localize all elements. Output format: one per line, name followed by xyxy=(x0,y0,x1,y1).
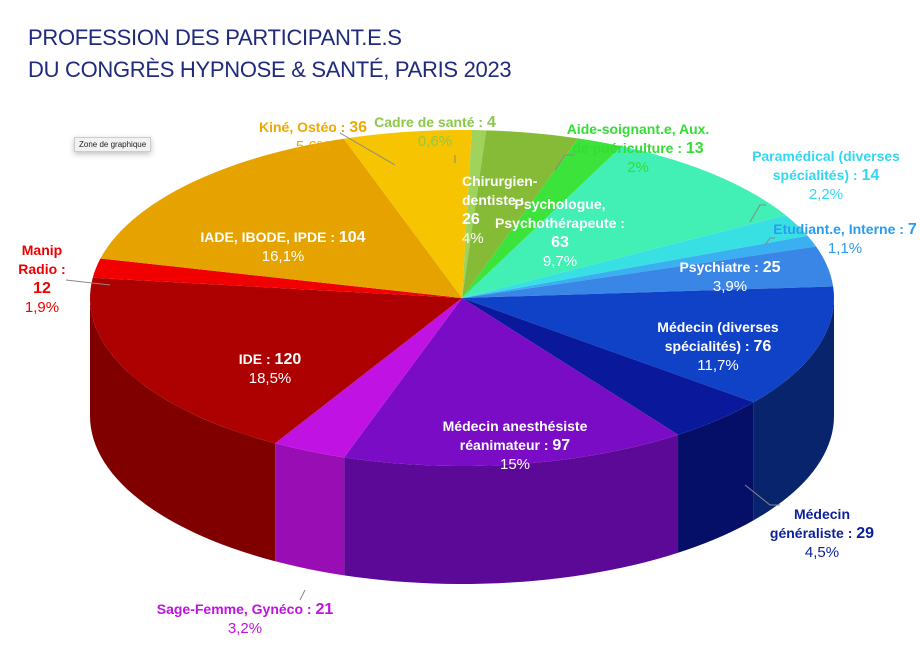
slice-value: 97 xyxy=(552,437,571,454)
slice-label-1: Chirurgien-dentiste : 26 4% xyxy=(462,172,542,248)
slice-label-text: Paramédical (diverses spécialités) : xyxy=(752,148,900,183)
leader-line-manip xyxy=(65,279,111,286)
title-line-2: DU CONGRÈS HYPNOSE & SANTÉ, PARIS 2023 xyxy=(28,57,512,82)
slice-label-text: Médecin anesthésiste réanimateur : xyxy=(442,418,588,453)
slice-label-13: IADE, IBODE, IPDE : 104 16,1% xyxy=(200,228,365,266)
slice-10[interactable] xyxy=(275,298,462,458)
slice-value: 36 xyxy=(349,119,368,136)
slice-side-8 xyxy=(678,402,754,553)
slice-label-2: Aide-soignant.e, Aux. de puériculture : … xyxy=(563,120,713,177)
slice-value: 63 xyxy=(551,234,569,251)
slice-percent: 1,1% xyxy=(827,240,863,257)
slice-percent: 16,1% xyxy=(261,248,305,265)
slice-side-9 xyxy=(344,434,679,584)
slice-label-text: Manip Radio : xyxy=(18,242,66,277)
slice-value: 12 xyxy=(33,280,51,297)
slice-label-0: Cadre de santé : 4 0,6% xyxy=(374,113,496,151)
slice-value: 21 xyxy=(315,601,334,618)
slice-label-text: Psychologue, Psychothérapeute : xyxy=(495,196,625,231)
slice-8[interactable] xyxy=(462,298,754,435)
slice-label-text: IDE : xyxy=(238,351,275,367)
slice-percent: 4% xyxy=(462,230,484,247)
chart-area-tooltip: Zone de graphique xyxy=(74,137,152,152)
slice-0[interactable] xyxy=(462,130,487,298)
leader-line-sage xyxy=(299,589,306,601)
slice-value: 104 xyxy=(338,229,366,246)
slice-side-11 xyxy=(90,298,276,562)
slice-label-6: Psychiatre : 25 3,9% xyxy=(679,258,780,296)
slice-value: 29 xyxy=(856,525,875,542)
slice-label-4: Paramédical (diverses spécialités) : 14 2… xyxy=(751,147,901,204)
slice-11[interactable] xyxy=(90,277,463,444)
slice-value: 7 xyxy=(907,221,917,238)
slice-value: 120 xyxy=(274,351,302,368)
leader-lines xyxy=(65,132,780,601)
slice-label-3: Psychologue, Psychothérapeute : 63 9,7% xyxy=(485,195,635,271)
slice-side-10 xyxy=(275,443,345,576)
slice-percent: 3,9% xyxy=(712,278,748,295)
slice-label-10: Sage-Femme, Gynéco : 21 3,2% xyxy=(157,600,334,638)
slice-label-text: IADE, IBODE, IPDE : xyxy=(200,229,339,245)
slice-2[interactable] xyxy=(462,138,622,298)
slice-percent: 3,2% xyxy=(227,620,263,637)
slice-label-14: Kiné, Ostéo : 36 5,6% xyxy=(259,118,367,156)
slice-1[interactable] xyxy=(462,130,579,298)
leader-line-aide xyxy=(554,154,575,171)
slice-13[interactable] xyxy=(100,138,462,298)
slice-value: 26 xyxy=(462,211,480,228)
slice-percent: 2,2% xyxy=(808,186,844,203)
slice-value: 14 xyxy=(861,167,880,184)
slice-5[interactable] xyxy=(462,235,817,298)
slice-value: 25 xyxy=(762,259,781,276)
slice-side-7 xyxy=(753,298,834,521)
slice-percent: 0,6% xyxy=(417,133,453,150)
chart-title: PROFESSION DES PARTICIPANT.E.S DU CONGRÈ… xyxy=(28,22,512,86)
slice-label-5: Etudiant.e, Interne : 7 1,1% xyxy=(773,220,916,258)
title-line-1: PROFESSION DES PARTICIPANT.E.S xyxy=(28,25,402,50)
slice-label-9: Médecin anesthésiste réanimateur : 97 15% xyxy=(425,417,605,474)
slice-value: 13 xyxy=(685,140,704,157)
slice-percent: 2% xyxy=(627,159,649,176)
slice-label-text: Médecin (diverses spécialités) : xyxy=(657,319,779,354)
slice-label-text: Chirurgien-dentiste : xyxy=(462,173,538,208)
slice-label-text: Etudiant.e, Interne : xyxy=(773,221,908,237)
slice-3[interactable] xyxy=(462,146,786,298)
leader-line-etudiant xyxy=(764,237,775,246)
slice-label-text: Cadre de santé : xyxy=(374,114,487,130)
slice-7[interactable] xyxy=(462,286,834,403)
slice-label-text: Médecin généraliste : xyxy=(769,506,857,541)
slice-label-text: Kiné, Ostéo : xyxy=(258,119,350,135)
slice-percent: 1,9% xyxy=(24,299,60,316)
slice-4[interactable] xyxy=(462,215,808,298)
slice-9[interactable] xyxy=(344,298,679,466)
leader-line-paramedical xyxy=(749,204,766,223)
slice-12[interactable] xyxy=(92,258,462,298)
slice-percent: 11,7% xyxy=(697,357,739,374)
slice-label-text: Sage-Femme, Gynéco : xyxy=(156,601,316,617)
slice-label-text: Aide-soignant.e, Aux. de puériculture : xyxy=(566,121,710,156)
slice-label-7: Médecin (diverses spécialités) : 76 11,7% xyxy=(648,318,788,375)
slice-percent: 18,5% xyxy=(248,370,292,387)
slice-value: 4 xyxy=(486,114,496,131)
slice-14[interactable] xyxy=(343,130,472,298)
slice-label-11: IDE : 120 18,5% xyxy=(239,350,301,388)
leader-line-kine xyxy=(339,132,396,166)
leader-line-generaliste xyxy=(744,484,780,506)
slice-label-text: Psychiatre : xyxy=(679,259,763,275)
slice-percent: 9,7% xyxy=(542,253,578,270)
slice-value: 76 xyxy=(753,338,772,355)
slice-percent: 4,5% xyxy=(804,544,840,561)
slice-label-12: Manip Radio : 12 1,9% xyxy=(12,241,72,317)
slice-label-8: Médecin généraliste : 29 4,5% xyxy=(767,505,877,562)
slice-percent: 15% xyxy=(499,456,531,473)
slice-6[interactable] xyxy=(462,246,834,298)
slice-percent: 5,6% xyxy=(295,138,331,155)
